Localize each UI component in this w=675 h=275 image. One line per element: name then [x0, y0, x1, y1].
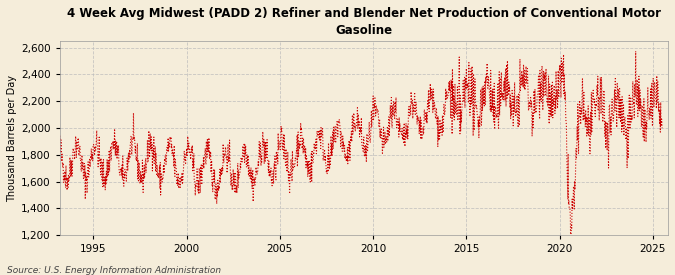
Title: 4 Week Avg Midwest (PADD 2) Refiner and Blender Net Production of Conventional M: 4 Week Avg Midwest (PADD 2) Refiner and …: [67, 7, 661, 37]
Text: Source: U.S. Energy Information Administration: Source: U.S. Energy Information Administ…: [7, 266, 221, 275]
Y-axis label: Thousand Barrels per Day: Thousand Barrels per Day: [7, 75, 17, 202]
